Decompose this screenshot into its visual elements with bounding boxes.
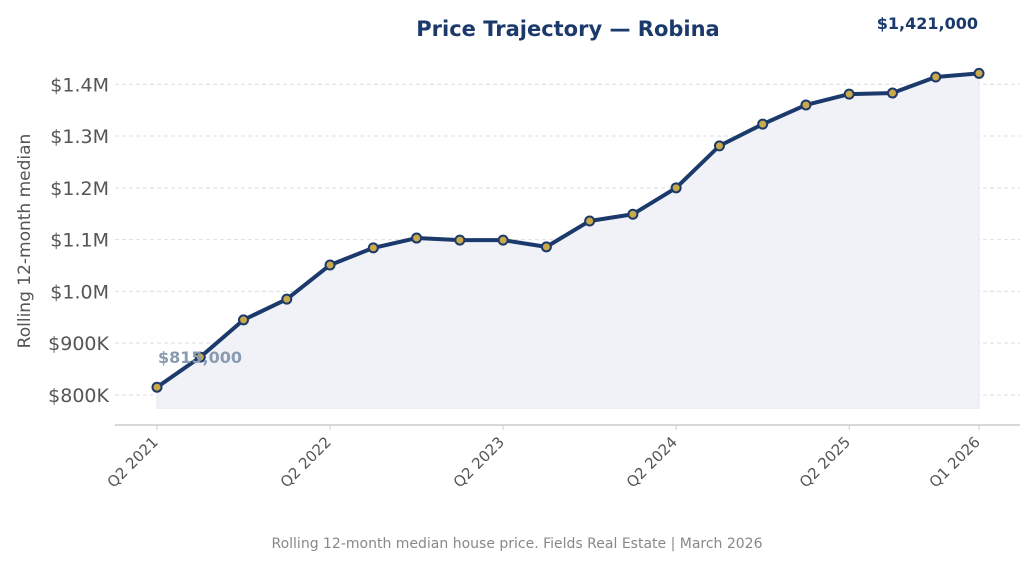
chart-title: Price Trajectory — Robina: [416, 17, 719, 41]
series-line: [155, 71, 980, 389]
x-tick-label: Q2 2025: [796, 433, 854, 491]
y-tick-label: $1.0M: [50, 281, 109, 303]
x-tick-label: Q2 2022: [277, 433, 335, 491]
y-tick-label: $1.3M: [50, 126, 109, 148]
data-point: [973, 67, 985, 79]
y-tick-label: $1.4M: [50, 74, 109, 96]
data-point: [367, 242, 379, 254]
data-point: [627, 208, 639, 220]
data-point: [411, 232, 423, 244]
x-tick-label: Q2 2023: [450, 433, 508, 491]
x-tick-label: Q2 2024: [623, 433, 681, 491]
data-point: [584, 215, 596, 227]
data-point: [843, 88, 855, 100]
data-point: [757, 118, 769, 130]
x-tick-label: Q2 2021: [104, 433, 162, 491]
chart-caption: Rolling 12-month median house price. Fie…: [271, 536, 762, 552]
x-tick-label: Q1 2026: [926, 433, 984, 491]
y-tick-label: $1.2M: [50, 178, 109, 200]
data-point: [540, 241, 552, 253]
y-tick-label: $1.1M: [50, 230, 109, 252]
y-axis-label: Rolling 12-month median: [15, 134, 35, 349]
data-point: [800, 99, 812, 111]
end-value-label: $1,421,000: [877, 14, 978, 33]
y-tick-label: $900K: [48, 333, 109, 355]
data-point: [930, 71, 942, 83]
data-point: [194, 351, 206, 363]
data-point: [151, 381, 163, 393]
data-point: [238, 314, 250, 326]
area-fill: [156, 72, 980, 409]
start-value-label: $815,000: [158, 348, 242, 367]
data-point: [497, 234, 509, 246]
data-point: [670, 182, 682, 194]
data-point: [713, 140, 725, 152]
y-tick-label: $800K: [48, 385, 109, 407]
data-point: [454, 234, 466, 246]
data-point: [281, 293, 293, 305]
data-point: [324, 259, 336, 271]
data-point: [886, 87, 898, 99]
